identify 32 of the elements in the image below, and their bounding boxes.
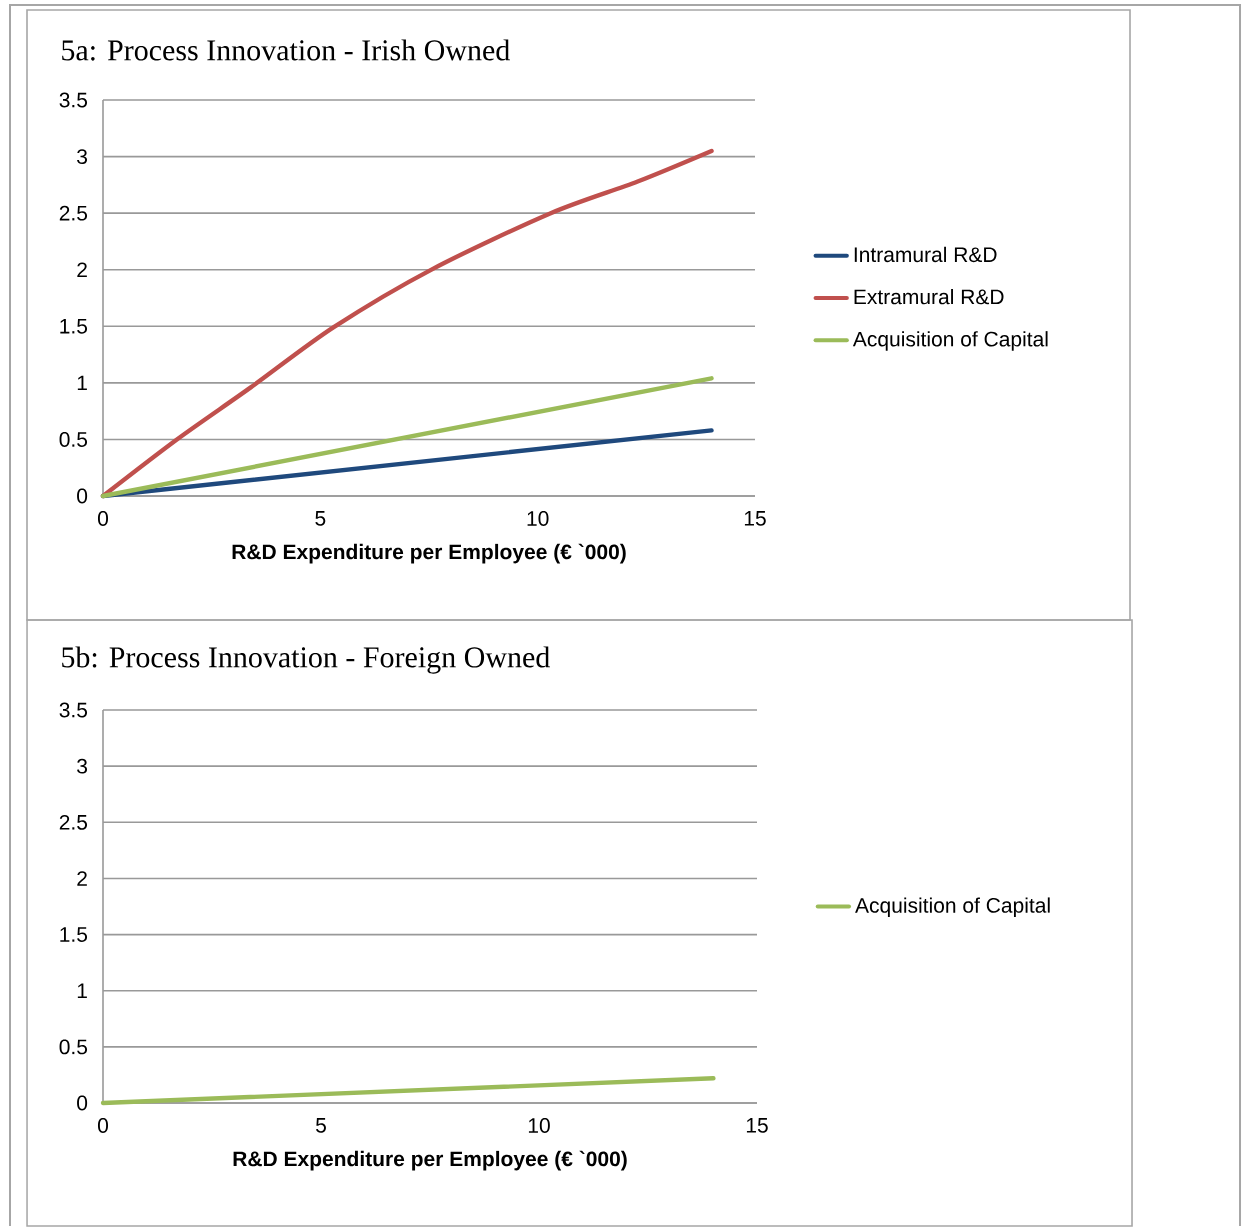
- y-tick-label: 1: [77, 375, 87, 391]
- y-tick-label: 2: [77, 871, 87, 886]
- y-tick-label: 3: [77, 758, 88, 774]
- x-axis-title: R&D Expenditure per Employee (€ `000): [233, 1150, 627, 1171]
- chart-title: 5b: Process Innovation - Foreign Owned: [62, 646, 550, 674]
- y-tick-label: 1.5: [60, 927, 88, 942]
- y-tick-label: 3.5: [59, 92, 88, 108]
- y-tick-label: 1.5: [60, 318, 88, 334]
- x-tick-label: 15: [744, 511, 766, 526]
- x-tick-label: 0: [97, 511, 109, 526]
- legend-label: Intramural R&D: [854, 246, 997, 263]
- x-tick-label: 0: [97, 1118, 109, 1133]
- y-tick-label: 0.5: [59, 1039, 88, 1055]
- x-tick-label: 5: [316, 1118, 326, 1133]
- legend-label: Acquisition of Capital: [855, 897, 1050, 917]
- y-tick-label: 2.5: [59, 205, 88, 221]
- x-tick-label: 10: [528, 1118, 550, 1133]
- chart-title: 5a: Process Innovation - Irish Owned: [62, 39, 510, 61]
- legend-label: Extramural R&D: [854, 288, 1004, 305]
- y-tick-label: 3.5: [59, 702, 88, 718]
- y-tick-label: 2: [77, 262, 87, 278]
- y-tick-label: 3: [77, 149, 88, 165]
- y-tick-label: 0: [77, 1095, 88, 1111]
- y-tick-label: 1: [77, 983, 87, 998]
- x-tick-label: 5: [315, 511, 326, 526]
- y-tick-label: 0.5: [59, 432, 88, 447]
- x-axis-title: R&D Expenditure per Employee (€ `000): [232, 543, 626, 564]
- legend-label: Acquisition of Capital: [852, 331, 1048, 351]
- y-tick-label: 2.5: [59, 814, 88, 830]
- x-tick-label: 15: [746, 1118, 768, 1133]
- y-tick-label: 0: [77, 488, 88, 504]
- x-tick-label: 10: [527, 511, 549, 526]
